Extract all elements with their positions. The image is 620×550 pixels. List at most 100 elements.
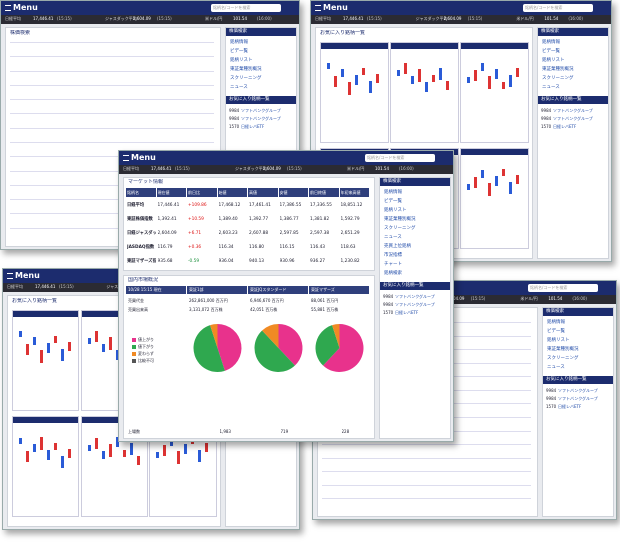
sidebar-link[interactable]: ニュース bbox=[547, 365, 565, 370]
cell: 18,851.12 bbox=[340, 203, 363, 208]
fav-name[interactable]: ソフトバンクグループ bbox=[395, 294, 435, 299]
sidebar-link[interactable]: 東証業種別概況 bbox=[230, 67, 262, 72]
search-box[interactable]: 銘柄名/コードを検索 bbox=[211, 4, 281, 12]
candle bbox=[26, 344, 29, 355]
sidebar-link[interactable]: スクリーニング bbox=[547, 356, 579, 361]
candle bbox=[129, 443, 133, 455]
row-line bbox=[322, 471, 531, 473]
ticker-time: (15:15) bbox=[367, 16, 382, 21]
sidebar-link[interactable]: 銘柄リスト bbox=[384, 208, 407, 213]
pie-slice bbox=[210, 324, 218, 348]
candle bbox=[115, 350, 119, 360]
sidebar: 株価検索銘柄情報ビデ一覧銘柄リスト東証業種別概況スクリーニングニュースお気に入り… bbox=[537, 27, 609, 259]
candle bbox=[61, 456, 64, 468]
sidebar-link[interactable]: スクリーニング bbox=[542, 76, 574, 81]
sidebar-link[interactable]: 東証業種別概況 bbox=[547, 347, 579, 352]
candle bbox=[488, 183, 491, 196]
candle bbox=[439, 68, 442, 80]
sidebar-link[interactable]: ニュース bbox=[384, 235, 402, 240]
ticker-time: (16:00) bbox=[257, 16, 272, 21]
overview-title: 国内市場概況 bbox=[128, 277, 159, 283]
favorites-title: お気に入り銘柄一覧 bbox=[546, 377, 587, 382]
sidebar-link[interactable]: 銘柄リスト bbox=[542, 58, 565, 63]
candle bbox=[432, 75, 435, 82]
sidebar-link[interactable]: スクリーニング bbox=[384, 226, 416, 231]
market-title: マーケット情報 bbox=[128, 179, 164, 185]
favorites-title: お気に入り銘柄一覧 bbox=[541, 97, 582, 102]
sidebar-link[interactable]: 銘柄情報 bbox=[230, 40, 248, 45]
column-header: 東証1部 bbox=[189, 287, 204, 292]
sidebar-link[interactable]: ビデ一覧 bbox=[547, 329, 565, 334]
ticker-time: (15:15) bbox=[57, 16, 72, 21]
th-bg bbox=[248, 188, 278, 197]
sidebar-link[interactable]: 銘柄情報 bbox=[384, 190, 402, 195]
candle bbox=[502, 169, 505, 176]
pie-slice bbox=[217, 324, 242, 371]
favorites-title: お気に入り銘柄一覧 bbox=[383, 283, 424, 288]
favorites-head bbox=[226, 96, 296, 104]
sidebar-link[interactable]: ビデ一覧 bbox=[542, 49, 560, 54]
sidebar-link[interactable]: 銘柄リスト bbox=[547, 338, 570, 343]
chart-tile bbox=[12, 310, 80, 411]
fav-name[interactable]: ソフトバンクグループ bbox=[241, 116, 281, 121]
ticker-time: (15:15) bbox=[470, 296, 486, 301]
tile-head bbox=[321, 43, 388, 49]
fav-name[interactable]: ソフトバンクグループ bbox=[241, 108, 281, 113]
ticker-label: 日経平均 bbox=[315, 16, 331, 21]
fav-name[interactable]: 日経レバETF bbox=[395, 310, 419, 315]
fav-name[interactable]: ソフトバンクグループ bbox=[553, 108, 593, 113]
sidebar-link[interactable]: ビデ一覧 bbox=[230, 49, 248, 54]
sidebar-link[interactable]: 銘柄情報 bbox=[547, 320, 565, 325]
cell: 1,386.77 bbox=[279, 217, 299, 222]
sidebar-link[interactable]: ニュース bbox=[230, 85, 248, 90]
candle bbox=[467, 77, 470, 83]
candle bbox=[418, 69, 421, 82]
sidebar-link[interactable]: 市況指標 bbox=[384, 253, 402, 258]
fav-name[interactable]: ソフトバンクグループ bbox=[395, 302, 435, 307]
candle bbox=[184, 444, 188, 454]
legend-swatch bbox=[132, 352, 136, 356]
legend-label: 値上がり bbox=[138, 337, 154, 342]
brand: Menu bbox=[15, 271, 40, 280]
ticker-label: 米ドル/円 bbox=[347, 166, 365, 171]
sidebar-link[interactable]: スクリーニング bbox=[230, 76, 262, 81]
sidebar-link[interactable]: ビデ一覧 bbox=[384, 199, 402, 204]
candle bbox=[446, 81, 449, 90]
cell: 930.96 bbox=[279, 259, 295, 264]
fav-name[interactable]: 日経レバETF bbox=[241, 124, 265, 129]
candle bbox=[516, 175, 519, 184]
candle bbox=[33, 337, 36, 345]
fav-name[interactable]: 日経レバETF bbox=[553, 124, 577, 129]
search-box[interactable]: 銘柄名/コードを検索 bbox=[523, 4, 593, 12]
sidebar-link[interactable]: 銘柄情報 bbox=[542, 40, 560, 45]
search-placeholder: 銘柄名/コードを検索 bbox=[530, 285, 568, 290]
sidebar-link[interactable]: 銘柄検索 bbox=[384, 271, 402, 276]
fav-code: 9984 bbox=[383, 302, 394, 307]
ticker-value: 17,446.41 bbox=[33, 16, 54, 21]
fav-code: 1570 bbox=[541, 124, 552, 129]
candle bbox=[47, 343, 50, 353]
sidebar-link[interactable]: 東証業種別概況 bbox=[542, 67, 574, 72]
sidebar-link[interactable]: 売買上位銘柄 bbox=[384, 244, 411, 249]
fav-name[interactable]: ソフトバンクグループ bbox=[553, 116, 593, 121]
sidebar-link[interactable]: 銘柄リスト bbox=[230, 58, 253, 63]
candle bbox=[101, 344, 105, 352]
row-line bbox=[10, 142, 214, 143]
fav-name[interactable]: ソフトバンクグループ bbox=[558, 388, 598, 393]
candle bbox=[362, 68, 365, 75]
sidebar-link[interactable]: 東証業種別概況 bbox=[384, 217, 416, 222]
candle bbox=[163, 445, 167, 456]
row-line bbox=[10, 213, 214, 215]
fav-name[interactable]: 日経レバETF bbox=[558, 404, 582, 409]
sidebar-link[interactable]: ニュース bbox=[542, 85, 560, 90]
candle bbox=[502, 82, 505, 89]
sidebar-link[interactable]: チャート bbox=[384, 262, 402, 267]
search-box[interactable]: 銘柄名/コードを検索 bbox=[528, 284, 598, 292]
sidebar-head bbox=[380, 178, 450, 186]
fav-name[interactable]: ソフトバンクグループ bbox=[558, 396, 598, 401]
search-box[interactable]: 銘柄名/コードを検索 bbox=[365, 154, 435, 162]
candle bbox=[26, 451, 29, 462]
